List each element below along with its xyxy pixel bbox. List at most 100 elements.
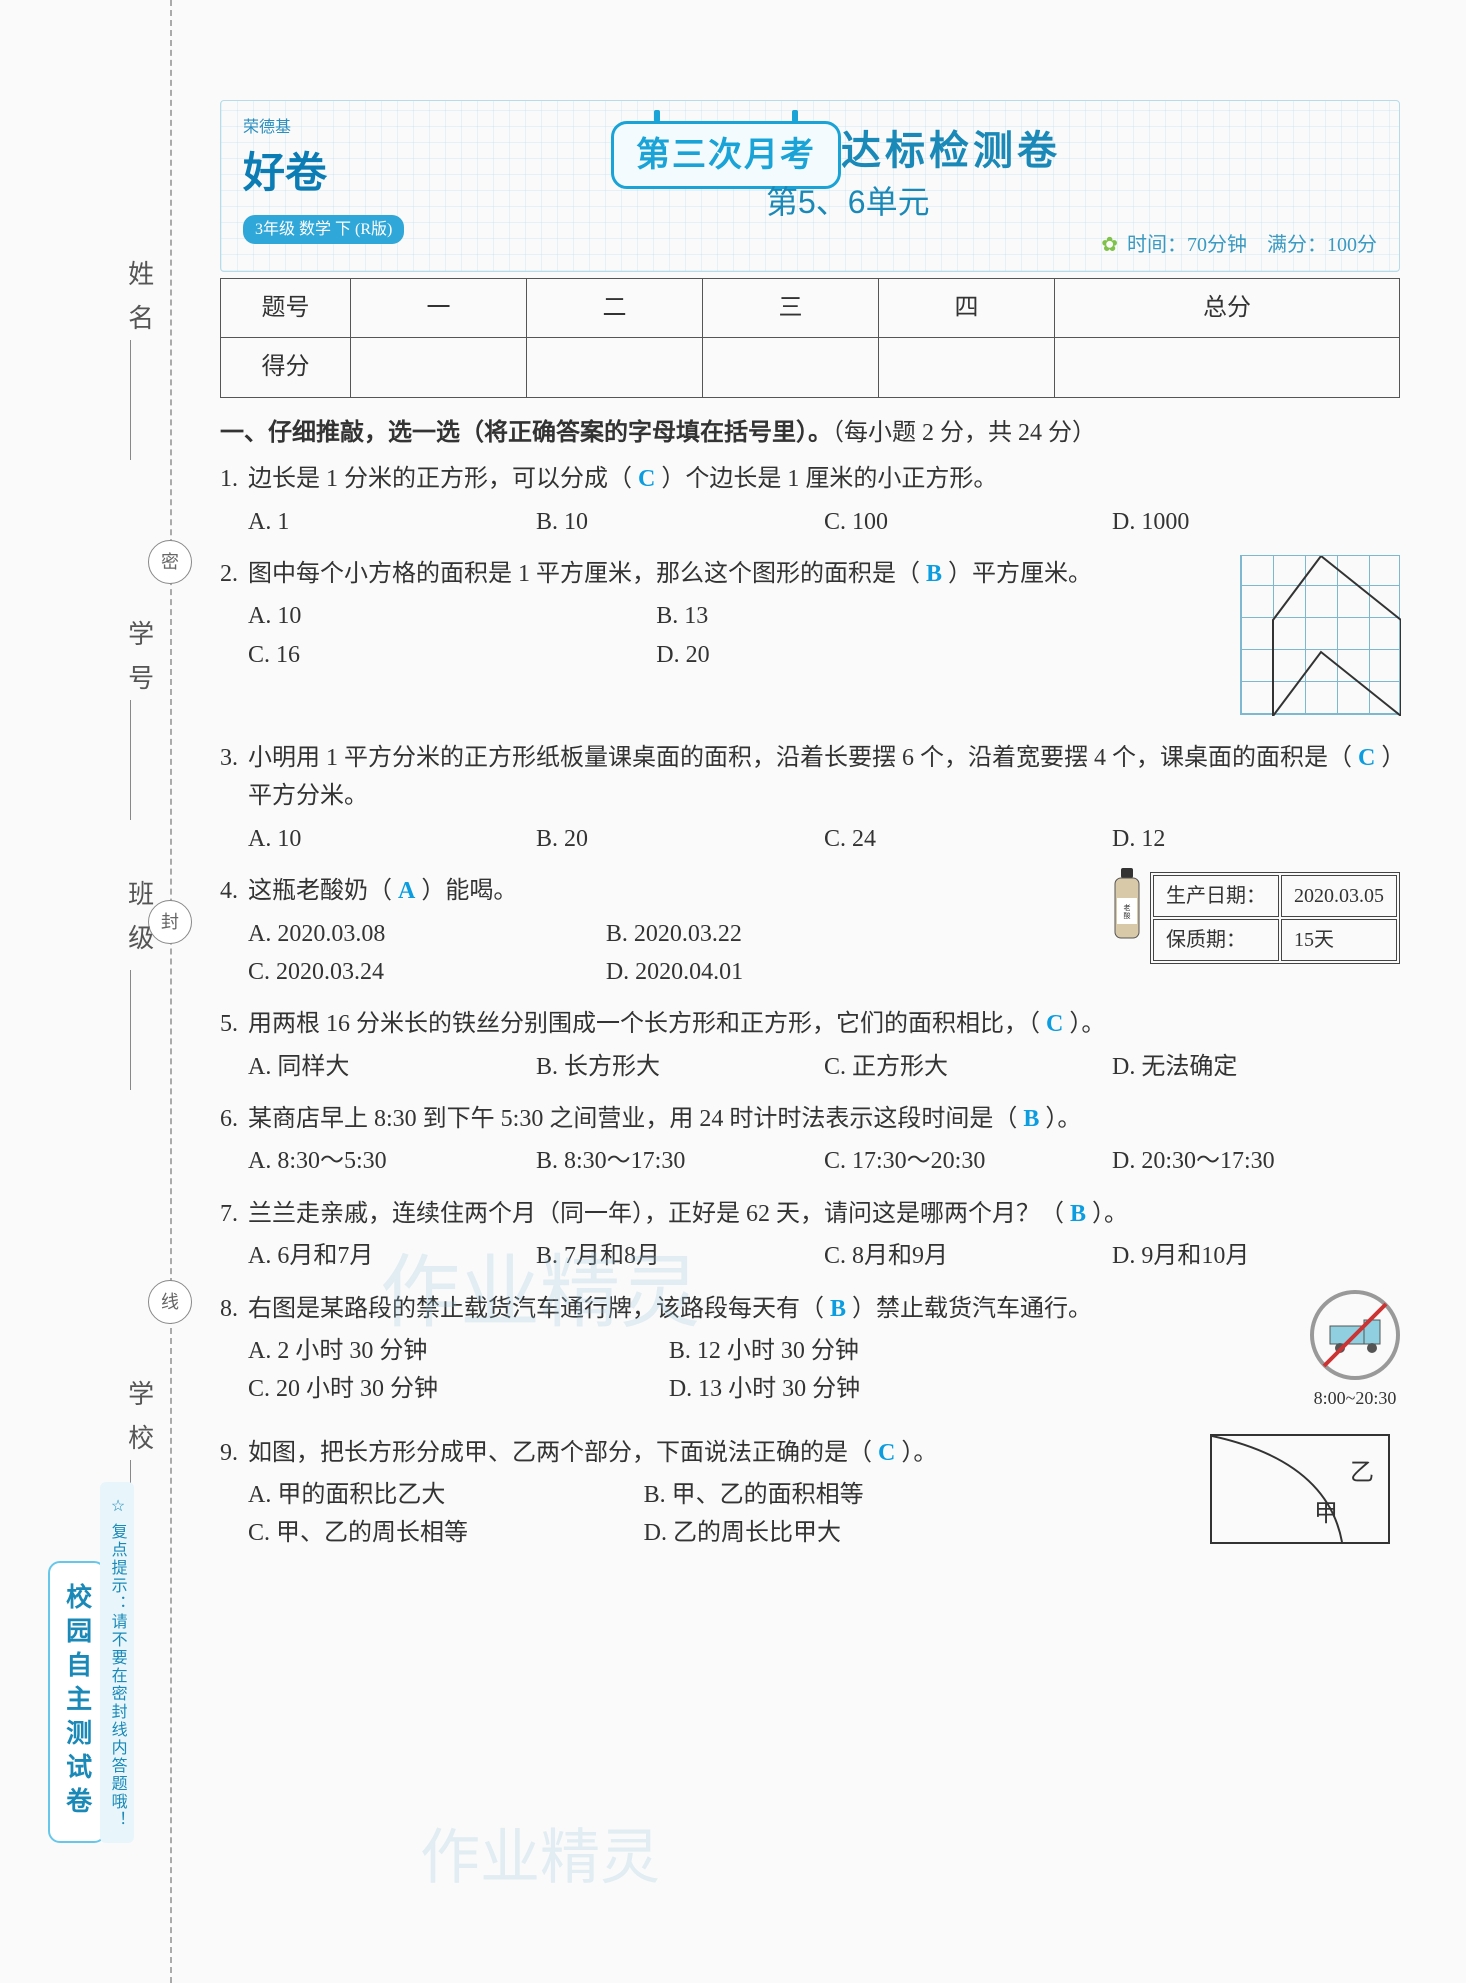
q9-label-yi: 乙: [1350, 1454, 1374, 1492]
cell-th: 总分: [1055, 279, 1400, 338]
margin-label-number: 学号: [118, 620, 160, 708]
q3-text: 小明用 1 平方分米的正方形纸板量课桌面的面积，沿着长要摆 6 个，沿着宽要摆 …: [248, 745, 1352, 771]
q3-opt-c: C. 24: [824, 820, 1112, 858]
q4-opt-a: A. 2020.03.08: [248, 915, 606, 953]
exam-title: 达标检测卷: [841, 119, 1061, 183]
q1-text2: ）个边长是 1 厘米的小正方形。: [661, 466, 997, 492]
prod-value: 2020.03.05: [1281, 875, 1397, 917]
q6-text: 某商店早上 8:30 到下午 5:30 之间营业，用 24 时计时法表示这段时间…: [248, 1106, 1017, 1132]
q4-info-box: 生产日期：2020.03.05 保质期：15天: [1150, 872, 1400, 964]
margin-label-class: 班级: [118, 880, 160, 968]
side-badge-hint: ☆ 复点提示：请不要在密封线内答题哦！: [100, 1482, 134, 1843]
q8-text2: ）禁止载货汽车通行。: [852, 1296, 1092, 1322]
q8-answer: B: [830, 1296, 846, 1322]
seal-mi-icon: 密: [148, 540, 192, 584]
q5-text: 用两根 16 分米长的铁丝分别围成一个长方形和正方形，它们的面积相比，（: [248, 1011, 1040, 1037]
cell-blank[interactable]: [703, 338, 879, 397]
q6-opt-b: B. 8:30～17:30: [536, 1142, 824, 1180]
q9-text2: ）。: [901, 1440, 937, 1466]
q9-opt-d: D. 乙的周长比甲大: [644, 1514, 1040, 1552]
q7-opt-c: C. 8月和9月: [824, 1237, 1112, 1275]
no-truck-sign-icon: [1310, 1290, 1400, 1380]
q4-opt-b: B. 2020.03.22: [606, 915, 964, 953]
watermark-2: 作业精灵: [420, 1810, 660, 1906]
sign-time: 8:00~20:30: [1310, 1384, 1400, 1413]
cell-th: 三: [703, 279, 879, 338]
full-label: 满分：: [1267, 234, 1327, 256]
cell-blank[interactable]: [1055, 338, 1400, 397]
q1-num: 1.: [220, 460, 238, 498]
q2-opt-d: D. 20: [656, 636, 1064, 674]
q4-opt-d: D. 2020.04.01: [606, 953, 964, 991]
q2-figure: [1240, 555, 1400, 715]
q4-num: 4.: [220, 872, 238, 910]
margin-underline-3: [130, 970, 131, 1090]
q5-options: A. 同样大 B. 长方形大 C. 正方形大 D. 无法确定: [248, 1048, 1400, 1086]
q1-opt-d: D. 1000: [1112, 503, 1400, 541]
question-2: 2. 图中每个小方格的面积是 1 平方厘米，那么这个图形的面积是（ B ）平方厘…: [248, 555, 1400, 725]
q1-opt-a: A. 1: [248, 503, 536, 541]
question-4: 4. 这瓶老酸奶（ A ）能喝。 A. 2020.03.08 B. 2020.0…: [248, 872, 1400, 991]
q5-answer: C: [1046, 1011, 1063, 1037]
exam-subtitle: 第5、6单元: [766, 177, 930, 228]
timing-info: ✿ 时间：70分钟 满分：100分: [1101, 229, 1377, 261]
q1-opt-c: C. 100: [824, 503, 1112, 541]
q8-num: 8.: [220, 1290, 238, 1328]
q1-answer: C: [638, 466, 655, 492]
brand-name: 好卷: [243, 141, 404, 208]
q2-opt-c: C. 16: [248, 636, 656, 674]
brand-block: 荣德基 好卷 3年级 数学 下 (R版): [243, 115, 404, 246]
margin-underline-2: [130, 700, 131, 820]
cell-th: 题号: [221, 279, 351, 338]
page-content: 荣德基 好卷 3年级 数学 下 (R版) 第三次月考 达标检测卷 第5、6单元 …: [220, 100, 1400, 1568]
q9-text: 如图，把长方形分成甲、乙两个部分，下面说法正确的是（: [248, 1440, 872, 1466]
brand-publisher: 荣德基: [243, 115, 404, 141]
q8-opt-d: D. 13 小时 30 分钟: [669, 1370, 1090, 1408]
q4-text2: ）能喝。: [421, 878, 517, 904]
q8-opt-a: A. 2 小时 30 分钟: [248, 1332, 669, 1370]
question-3: 3. 小明用 1 平方分米的正方形纸板量课桌面的面积，沿着长要摆 6 个，沿着宽…: [248, 739, 1400, 858]
q5-opt-b: B. 长方形大: [536, 1048, 824, 1086]
q8-text: 右图是某路段的禁止载货汽车通行牌，该路段每天有（: [248, 1296, 824, 1322]
cell-blank[interactable]: [527, 338, 703, 397]
margin-label-name: 姓名: [118, 260, 160, 348]
question-5: 5. 用两根 16 分米长的铁丝分别围成一个长方形和正方形，它们的面积相比，（ …: [248, 1005, 1400, 1086]
q2-options: A. 10 B. 13 C. 16 D. 20: [248, 597, 1220, 674]
q7-text2: ）。: [1092, 1201, 1128, 1227]
bottle-icon: 老 酸: [1109, 868, 1145, 942]
fold-line: [170, 0, 172, 1983]
question-9: 9. 如图，把长方形分成甲、乙两个部分，下面说法正确的是（ C ）。 A. 甲的…: [248, 1434, 1400, 1554]
section-1-title: 一、仔细推敲，选一选（将正确答案的字母填在括号里）。（每小题 2 分，共 24 …: [220, 414, 1400, 452]
q6-text2: ）。: [1045, 1106, 1081, 1132]
q3-options: A. 10 B. 20 C. 24 D. 12: [248, 820, 1400, 858]
grade-pill: 3年级 数学 下 (R版): [243, 215, 404, 245]
q5-opt-d: D. 无法确定: [1112, 1048, 1400, 1086]
q6-opt-a: A. 8:30～5:30: [248, 1142, 536, 1180]
cell-blank[interactable]: [879, 338, 1055, 397]
q7-opt-a: A. 6月和7月: [248, 1237, 536, 1275]
q8-figure: 8:00~20:30: [1310, 1290, 1400, 1413]
time-value: 70分钟: [1187, 234, 1247, 256]
shelf-label: 保质期：: [1153, 919, 1279, 961]
seal-xian-icon: 线: [148, 1280, 192, 1324]
question-6: 6. 某商店早上 8:30 到下午 5:30 之间营业，用 24 时计时法表示这…: [248, 1100, 1400, 1181]
q8-opt-c: C. 20 小时 30 分钟: [248, 1370, 669, 1408]
question-1: 1. 边长是 1 分米的正方形，可以分成（ C ）个边长是 1 厘米的小正方形。…: [248, 460, 1400, 541]
q5-opt-c: C. 正方形大: [824, 1048, 1112, 1086]
cell-blank[interactable]: [351, 338, 527, 397]
shelf-value: 15天: [1281, 919, 1397, 961]
score-table: 题号 一 二 三 四 总分 得分: [220, 278, 1400, 398]
question-7: 7. 兰兰走亲戚，连续住两个月（同一年），正好是 62 天，请问这是哪两个月？（…: [248, 1195, 1400, 1276]
q5-opt-a: A. 同样大: [248, 1048, 536, 1086]
q6-options: A. 8:30～5:30 B. 8:30～17:30 C. 17:30～20:3…: [248, 1142, 1400, 1180]
section-1-text: 一、仔细推敲，选一选（将正确答案的字母填在括号里）。: [220, 419, 832, 446]
q4-options: A. 2020.03.08 B. 2020.03.22 C. 2020.03.2…: [248, 915, 1100, 992]
q6-opt-d: D. 20:30～17:30: [1112, 1142, 1400, 1180]
question-8: 8. 右图是某路段的禁止载货汽车通行牌，该路段每天有（ B ）禁止载货汽车通行。…: [248, 1290, 1400, 1420]
q3-opt-a: A. 10: [248, 820, 536, 858]
q2-polygon-icon: [1241, 556, 1401, 716]
q8-options: A. 2 小时 30 分钟 B. 12 小时 30 分钟 C. 20 小时 30…: [248, 1332, 1250, 1409]
q9-num: 9.: [220, 1434, 238, 1472]
q1-opt-b: B. 10: [536, 503, 824, 541]
q7-options: A. 6月和7月 B. 7月和8月 C. 8月和9月 D. 9月和10月: [248, 1237, 1400, 1275]
